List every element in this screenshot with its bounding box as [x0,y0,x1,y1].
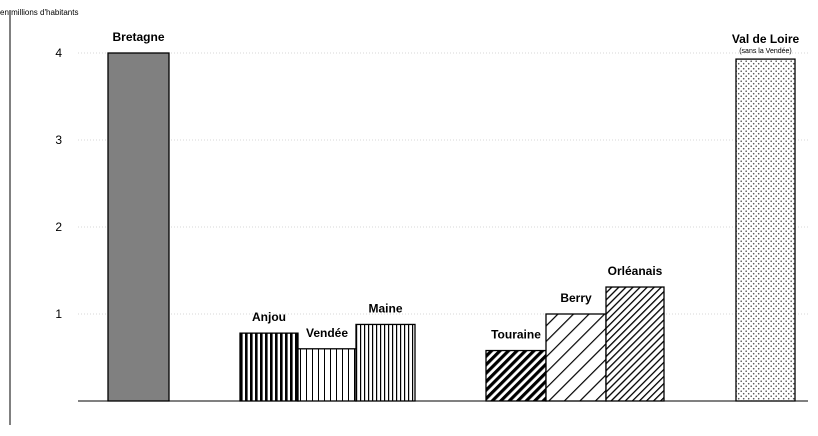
bar-label-anjou: Anjou [252,310,286,324]
bar-label-val-de-loire: Val de Loire [732,32,800,46]
bar-touraine [485,349,547,402]
bar-val-de-loire [735,58,796,402]
bar-maine [355,323,416,402]
bar-label-berry: Berry [560,291,592,305]
bar-bretagne [107,52,170,402]
bar-berry [545,313,607,402]
bar-orléanais [605,286,665,402]
y-tick-label-2: 2 [55,220,62,234]
bar-label-maine: Maine [368,301,402,315]
y-axis-unit-label: en millions d'habitants [0,8,79,17]
y-axis-ticks: 1 2 3 4 [55,46,62,321]
bar-label-vendée: Vendée [306,326,348,340]
bar-labels: Bretagne Anjou Vendée Maine Touraine Berry Orl… [112,30,799,342]
y-tick-label-1: 1 [55,307,62,321]
bars [107,52,796,402]
y-tick-label-3: 3 [55,133,62,147]
bar-label-orléanais: Orléanais [608,264,663,278]
bar-label-bretagne: Bretagne [112,30,164,44]
bar-anjou [239,332,299,402]
y-tick-label-4: 4 [55,46,62,60]
bar-label-touraine: Touraine [491,328,541,342]
bar-vendée [297,348,357,402]
bar-sublabel: (sans la Vendée) [739,48,792,55]
grid-lines [78,52,808,315]
